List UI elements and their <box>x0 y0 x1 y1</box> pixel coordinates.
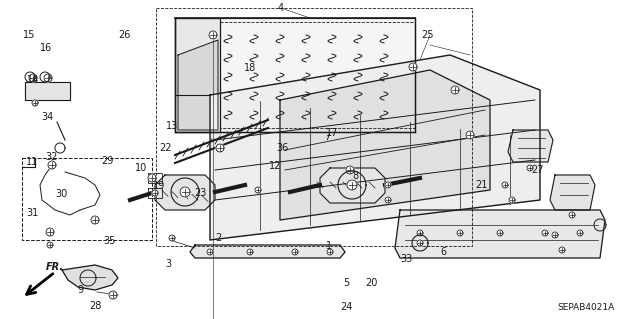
Text: 17: 17 <box>326 128 338 138</box>
Polygon shape <box>417 240 423 246</box>
Polygon shape <box>395 210 605 258</box>
Polygon shape <box>148 174 156 182</box>
Polygon shape <box>347 180 357 190</box>
Text: 32: 32 <box>45 152 57 162</box>
Polygon shape <box>190 245 345 258</box>
Polygon shape <box>292 249 298 255</box>
Text: 2: 2 <box>215 233 221 243</box>
Polygon shape <box>320 168 385 203</box>
Text: 12: 12 <box>269 161 281 171</box>
Polygon shape <box>210 55 540 240</box>
Polygon shape <box>152 190 158 196</box>
Polygon shape <box>409 63 417 71</box>
Text: 6: 6 <box>440 247 446 257</box>
Polygon shape <box>451 86 459 94</box>
Polygon shape <box>169 235 175 241</box>
Polygon shape <box>577 230 583 236</box>
Polygon shape <box>216 144 224 152</box>
Polygon shape <box>508 130 553 162</box>
Text: 27: 27 <box>531 165 543 175</box>
Text: 30: 30 <box>55 189 67 199</box>
Polygon shape <box>502 182 508 188</box>
Polygon shape <box>247 249 253 255</box>
Polygon shape <box>155 175 215 210</box>
Text: 18: 18 <box>244 63 256 73</box>
Text: 26: 26 <box>118 30 130 40</box>
Polygon shape <box>25 82 70 100</box>
Text: SEPAB4021A: SEPAB4021A <box>557 302 615 311</box>
Polygon shape <box>385 182 391 188</box>
Text: 4: 4 <box>278 3 284 13</box>
Text: 33: 33 <box>400 254 412 264</box>
Polygon shape <box>109 291 117 299</box>
Polygon shape <box>32 100 38 106</box>
Polygon shape <box>509 197 515 203</box>
Text: 11: 11 <box>26 157 38 167</box>
Polygon shape <box>385 197 391 203</box>
Text: 21: 21 <box>475 180 487 190</box>
Polygon shape <box>175 18 415 132</box>
Polygon shape <box>46 228 54 236</box>
Polygon shape <box>48 161 56 169</box>
Text: 15: 15 <box>23 30 35 40</box>
Polygon shape <box>569 212 575 218</box>
Polygon shape <box>255 187 261 193</box>
Text: 10: 10 <box>135 163 147 173</box>
Polygon shape <box>552 232 558 238</box>
Text: 7: 7 <box>324 132 330 142</box>
Text: 9: 9 <box>77 285 83 295</box>
Polygon shape <box>175 18 220 132</box>
Text: 31: 31 <box>26 208 38 218</box>
Polygon shape <box>207 249 213 255</box>
Text: 5: 5 <box>343 278 349 288</box>
Polygon shape <box>559 247 565 253</box>
Text: 22: 22 <box>159 143 172 153</box>
Polygon shape <box>327 249 333 255</box>
Text: 14: 14 <box>27 75 39 85</box>
Polygon shape <box>29 74 37 82</box>
Polygon shape <box>91 216 99 224</box>
Text: 36: 36 <box>276 143 288 153</box>
Text: 34: 34 <box>41 112 53 122</box>
Polygon shape <box>62 265 118 290</box>
Polygon shape <box>346 166 354 174</box>
Text: 25: 25 <box>420 30 433 40</box>
Text: 35: 35 <box>104 236 116 246</box>
Text: 3: 3 <box>165 259 171 269</box>
Polygon shape <box>178 40 218 130</box>
Polygon shape <box>466 131 474 139</box>
Text: 1: 1 <box>326 241 332 251</box>
Text: 16: 16 <box>40 43 52 53</box>
Text: 24: 24 <box>340 302 352 312</box>
Text: 8: 8 <box>352 171 358 181</box>
Text: 13: 13 <box>166 121 178 131</box>
Text: 23: 23 <box>194 188 206 198</box>
Polygon shape <box>209 31 217 39</box>
Polygon shape <box>280 70 490 220</box>
Text: 28: 28 <box>89 301 101 311</box>
Polygon shape <box>497 230 503 236</box>
Polygon shape <box>44 74 52 82</box>
Polygon shape <box>550 175 595 210</box>
Text: 29: 29 <box>101 156 113 166</box>
Polygon shape <box>527 165 533 171</box>
Text: 20: 20 <box>365 278 377 288</box>
Polygon shape <box>417 230 423 236</box>
Polygon shape <box>542 230 548 236</box>
Polygon shape <box>180 187 190 197</box>
Text: FR.: FR. <box>46 262 64 272</box>
Polygon shape <box>457 230 463 236</box>
Text: 19: 19 <box>153 181 165 191</box>
Polygon shape <box>47 242 53 248</box>
